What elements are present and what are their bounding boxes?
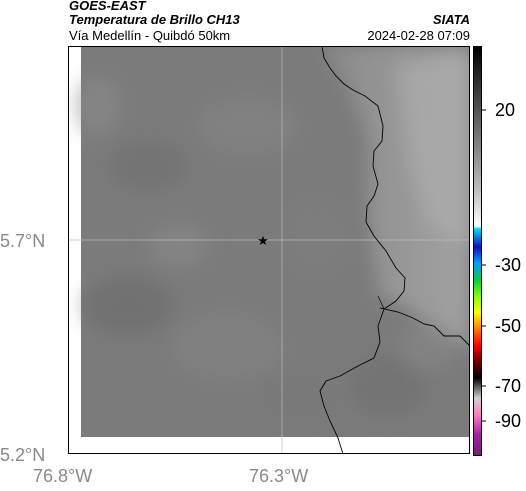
colorbar bbox=[473, 46, 486, 456]
latitude-label: 5.2°N bbox=[0, 445, 46, 465]
colorbar-tick-label: 20 bbox=[495, 100, 516, 120]
timestamp-label: 2024-02-28 07:09 bbox=[367, 28, 470, 43]
longitude-label: 76.3°W bbox=[249, 466, 309, 486]
satellite-map: ★ bbox=[68, 46, 470, 454]
colorbar-tick-label: -30 bbox=[495, 255, 522, 275]
star-icon: ★ bbox=[257, 233, 269, 248]
colorbar-tick-label: -90 bbox=[495, 411, 522, 431]
longitude-label: 76.8°W bbox=[33, 466, 93, 486]
colorbar-tick-label: -50 bbox=[495, 316, 522, 336]
colorbar-tick-label: -70 bbox=[495, 376, 522, 396]
channel-title: Temperatura de Brillo CH13 bbox=[69, 12, 240, 27]
latitude-label: 5.7°N bbox=[0, 231, 46, 251]
organization-label: SIATA bbox=[432, 12, 470, 27]
route-subtitle: Vía Medellín - Quibdó 50km bbox=[69, 28, 231, 43]
boundary-line bbox=[319, 46, 406, 454]
product-title: GOES-EAST bbox=[69, 0, 146, 13]
boundary-line-east bbox=[379, 307, 470, 347]
